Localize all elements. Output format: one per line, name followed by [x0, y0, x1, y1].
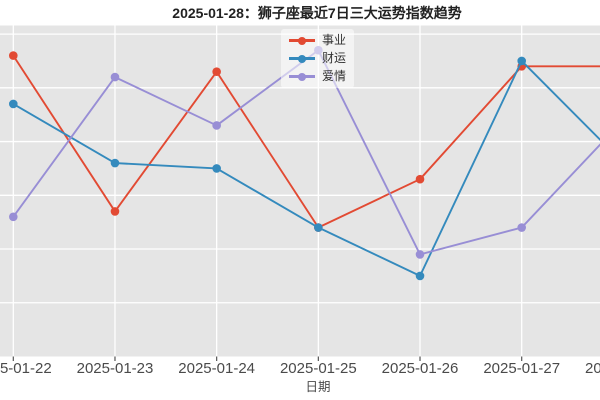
data-point-财运-2025-01-27 [517, 56, 526, 66]
data-point-事业-2025-01-26 [415, 174, 425, 184]
data-point-财运-2025-01-25 [314, 223, 323, 232]
legend-dot-icon [298, 72, 306, 81]
data-point-爱情-2025-01-27 [517, 223, 526, 232]
legend-line-icon [289, 72, 315, 81]
data-point-财运-2025-01-26 [415, 271, 425, 281]
x-tick-label: 2025-01-26 [382, 360, 459, 377]
data-point-事业-2025-01-23 [110, 207, 120, 216]
legend-label: 事业 [322, 33, 347, 47]
x-tick-label: 2025-01-28 [585, 360, 600, 377]
x-tick-label: 2025-01-24 [178, 360, 255, 377]
x-tick-label: 2025-01-25 [280, 360, 357, 377]
legend-dot-icon [298, 54, 306, 63]
data-point-财运-2025-01-23 [110, 158, 120, 168]
legend-item-财运: 财运 [289, 52, 346, 65]
data-point-爱情-2025-01-22 [9, 212, 18, 222]
x-tick-label: 2025-01-23 [77, 360, 154, 377]
legend-label: 财运 [322, 51, 347, 65]
chart-title: 2025-01-28：狮子座最近7日三大运势指数趋势 [172, 5, 462, 21]
data-point-爱情-2025-01-23 [110, 72, 120, 82]
legend-dot-icon [298, 36, 306, 45]
legend: 事业 财运 爱情 [281, 29, 355, 88]
data-point-财运-2025-01-24 [212, 164, 221, 173]
data-point-事业-2025-01-22 [9, 51, 18, 60]
legend-item-爱情: 爱情 [289, 70, 346, 83]
legend-line-icon [289, 36, 315, 45]
x-tick-label: 2025-01-27 [483, 360, 560, 377]
data-point-爱情-2025-01-26 [415, 250, 425, 259]
data-point-爱情-2025-01-24 [212, 121, 221, 130]
data-point-财运-2025-01-22 [9, 99, 18, 109]
legend-line-icon [289, 54, 315, 63]
x-tick-label: 2025-01-22 [0, 360, 52, 377]
legend-label: 爱情 [322, 69, 347, 83]
data-point-事业-2025-01-24 [212, 67, 221, 77]
x-axis-label: 日期 [305, 380, 331, 394]
legend-item-事业: 事业 [289, 34, 346, 47]
